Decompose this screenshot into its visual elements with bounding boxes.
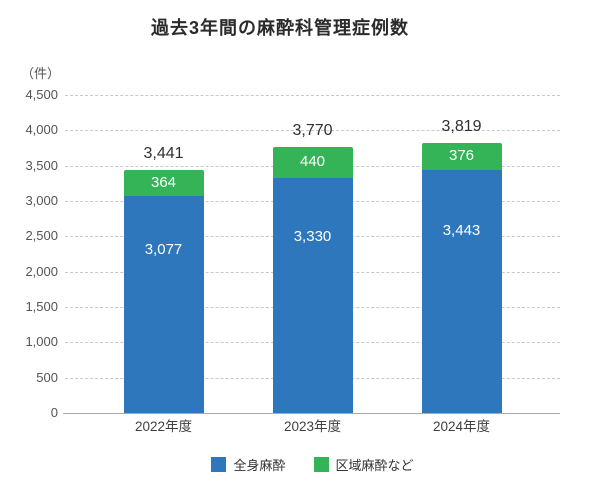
y-axis-tick-label: 3,000 (25, 193, 58, 208)
bar-value-label-regional: 364 (150, 173, 177, 191)
legend-label-regional-anesthesia: 区域麻酔など (335, 457, 414, 473)
x-axis-label: 2024年度 (432, 419, 491, 434)
legend: 全身麻酔 区域麻酔など (65, 453, 560, 475)
y-axis-tick-label: 4,500 (25, 87, 58, 102)
y-axis-tick-label: 1,000 (25, 334, 58, 350)
bar-value-label-regional: 440 (299, 153, 326, 171)
bar-value-label-general: 3,077 (144, 240, 183, 258)
legend-entry-regional-anesthesia: 区域麻酔など (313, 455, 414, 474)
y-axis-tick-label: 500 (36, 369, 58, 385)
plot-area: 364 3,077 3,441 440 3,330 3,770 376 3,443 3,819 (65, 95, 560, 413)
y-axis-tick-label: 2,500 (25, 228, 58, 244)
bar-segment-general-anesthesia (123, 195, 204, 413)
bar-segment-regional-anesthesia (123, 169, 204, 196)
legend-label-general-anesthesia: 全身麻酔 (233, 457, 286, 473)
bar-segment-general-anesthesia (421, 169, 502, 413)
bar-value-label-general: 3,330 (293, 227, 332, 245)
gridline-4500 (65, 95, 560, 96)
x-axis-line (63, 413, 560, 414)
bar-total-label: 3,770 (292, 121, 333, 139)
y-axis-tick-label: 1,500 (25, 299, 58, 314)
bar-total-label: 3,819 (441, 118, 482, 136)
y-axis-tick-label: 0 (50, 405, 58, 420)
bar-segment-regional-anesthesia (421, 143, 502, 170)
y-axis-tick-label: 4,000 (25, 122, 58, 138)
y-axis-tick-label: 3,500 (25, 157, 58, 173)
x-axis-label: 2022年度 (134, 419, 193, 434)
bar-total-label: 3,441 (143, 144, 184, 162)
y-axis-tick-label: 2,000 (25, 263, 58, 279)
gridline-4000 (65, 130, 560, 132)
chart-title: 過去3年間の麻酔科管理症例数 (150, 18, 409, 38)
bar-value-label-regional: 376 (448, 147, 475, 165)
y-axis-unit-label: （件） (20, 66, 60, 81)
x-axis-label: 2023年度 (283, 419, 342, 434)
bar-value-label-general: 3,443 (442, 221, 481, 239)
bar-segment-general-anesthesia (272, 177, 353, 413)
bar-segment-regional-anesthesia (272, 146, 353, 178)
legend-swatch-general-anesthesia (211, 456, 227, 472)
legend-swatch-regional-anesthesia (313, 456, 329, 472)
legend-entry-general-anesthesia: 全身麻酔 (211, 455, 286, 474)
